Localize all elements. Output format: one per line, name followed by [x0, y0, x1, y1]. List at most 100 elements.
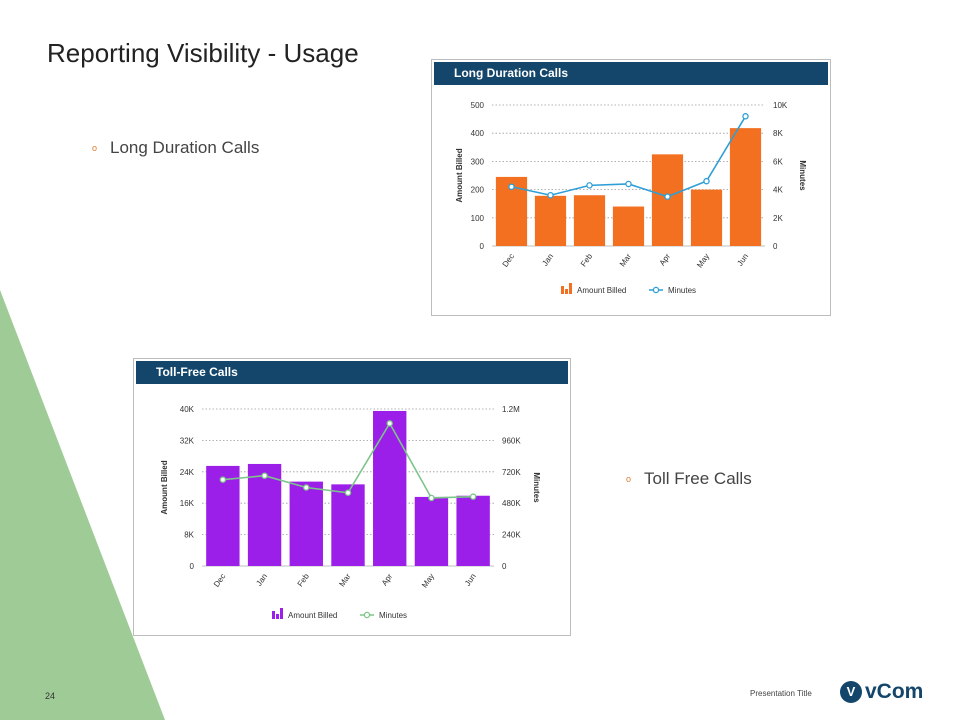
x-tick-label: Apr — [380, 572, 395, 588]
bar — [534, 195, 567, 246]
legend-line-icon — [363, 611, 371, 619]
x-tick-label: Jan — [254, 572, 269, 588]
bar — [729, 128, 762, 246]
y2-tick-label: 10K — [773, 101, 788, 110]
minutes-point — [261, 472, 268, 479]
y2-tick-label: 720K — [502, 468, 521, 477]
x-tick-label: Feb — [579, 252, 595, 269]
y-tick-label: 0 — [190, 562, 195, 571]
minutes-point — [428, 494, 435, 502]
y-tick-label: 500 — [471, 101, 485, 110]
minutes-point — [508, 183, 515, 191]
x-tick-label: Jun — [463, 572, 478, 588]
bar — [247, 463, 282, 566]
x-tick-label: Dec — [212, 572, 228, 589]
y2-tick-label: 480K — [502, 499, 521, 508]
minutes-point — [219, 476, 227, 483]
minutes-point — [386, 420, 393, 427]
vcom-logo-mark: V — [840, 681, 862, 703]
legend-bar-icon — [569, 283, 572, 294]
bullet-long-duration: o Long Duration Calls — [92, 138, 259, 158]
legend-label: Amount Billed — [288, 611, 337, 620]
y-tick-label: 100 — [471, 214, 485, 223]
minutes-point — [547, 191, 554, 199]
legend-label: Minutes — [379, 611, 407, 620]
x-tick-label: Apr — [658, 252, 673, 268]
bar — [573, 195, 606, 246]
y2-axis-title: Minutes — [532, 472, 541, 503]
bar — [373, 410, 407, 566]
y2-tick-label: 1.2M — [502, 405, 520, 414]
bar — [690, 189, 723, 246]
minutes-point — [664, 193, 671, 200]
y2-tick-label: 8K — [773, 129, 783, 138]
legend-line-icon — [652, 286, 660, 294]
minutes-point — [703, 177, 710, 185]
x-tick-label: Feb — [296, 572, 312, 589]
y2-tick-label: 240K — [502, 531, 521, 540]
x-tick-label: May — [695, 252, 711, 270]
bullet-marker: o — [92, 143, 98, 153]
y2-tick-label: 6K — [773, 157, 783, 166]
bar — [289, 481, 323, 566]
bar — [651, 154, 684, 246]
x-tick-label: Dec — [501, 252, 517, 269]
toll-free-chart: 0 0 8K 240K 16K 480K 24K 720K 32K 960K 40K 1.2M Amou… — [160, 405, 541, 620]
chart-title: Long Duration Calls — [434, 62, 828, 85]
y-tick-label: 24K — [180, 468, 195, 477]
y2-tick-label: 4K — [773, 186, 783, 195]
long-duration-chart: 0 0 100 2K 200 4K 300 6K 400 8K 500 10K Amount Bille… — [455, 101, 807, 295]
vcom-logo-text: vCom — [865, 680, 924, 703]
y2-tick-label: 960K — [502, 436, 521, 445]
minutes-point — [344, 489, 352, 496]
y-tick-label: 200 — [471, 186, 485, 195]
bullet-marker: o — [626, 474, 632, 484]
x-tick-label: Mar — [618, 252, 633, 269]
legend-bar-icon — [280, 608, 283, 619]
legend-bar-icon — [561, 286, 564, 294]
bullet-label: Long Duration Calls — [110, 138, 260, 157]
y-tick-label: 0 — [480, 242, 485, 251]
minutes-point — [303, 484, 310, 491]
x-tick-label: Mar — [337, 572, 352, 589]
bar — [414, 496, 449, 566]
y-tick-label: 8K — [184, 531, 194, 540]
y-tick-label: 400 — [471, 129, 485, 138]
minutes-point — [586, 182, 593, 189]
minutes-point — [625, 180, 632, 188]
y2-tick-label: 0 — [502, 562, 507, 571]
page-number: 24 — [45, 691, 56, 701]
chart-title: Toll-Free Calls — [136, 361, 568, 384]
y-tick-label: 16K — [180, 499, 195, 508]
y-tick-label: 32K — [180, 436, 195, 445]
y-tick-label: 300 — [471, 157, 485, 166]
x-tick-label: May — [420, 572, 436, 590]
minutes-point — [469, 493, 477, 500]
bar — [612, 206, 645, 246]
y2-tick-label: 0 — [773, 242, 778, 251]
toll-free-chart-panel: Toll-Free Calls 0 0 8K 240K 16K 480K 24K 720K 32… — [133, 358, 571, 636]
legend-label: Amount Billed — [577, 286, 626, 295]
long-duration-chart-panel: Long Duration Calls 0 0 100 2K 200 4K 300 6K 400… — [431, 59, 831, 316]
footer-presentation-title: Presentation Title — [750, 689, 812, 698]
y-axis-title: Amount Billed — [160, 460, 169, 514]
y-tick-label: 40K — [180, 405, 195, 414]
bullet-label: Toll Free Calls — [644, 469, 752, 488]
bar — [456, 495, 490, 566]
legend-bar-icon — [272, 611, 275, 619]
x-tick-label: Jun — [735, 252, 750, 268]
bar — [331, 484, 365, 566]
legend-bar-icon — [565, 289, 568, 294]
y2-tick-label: 2K — [773, 214, 783, 223]
legend-bar-icon — [276, 614, 279, 619]
bullet-toll-free: o Toll Free Calls — [626, 469, 752, 489]
minutes-point — [742, 113, 749, 120]
vcom-logo-glyph: V — [846, 684, 856, 699]
x-tick-label: Jan — [540, 252, 555, 268]
vcom-logo: V vCom — [840, 680, 923, 704]
legend-label: Minutes — [668, 286, 696, 295]
slide-title: Reporting Visibility - Usage — [47, 38, 359, 68]
y-axis-title: Amount Billed — [455, 148, 464, 202]
y2-axis-title: Minutes — [798, 160, 807, 191]
